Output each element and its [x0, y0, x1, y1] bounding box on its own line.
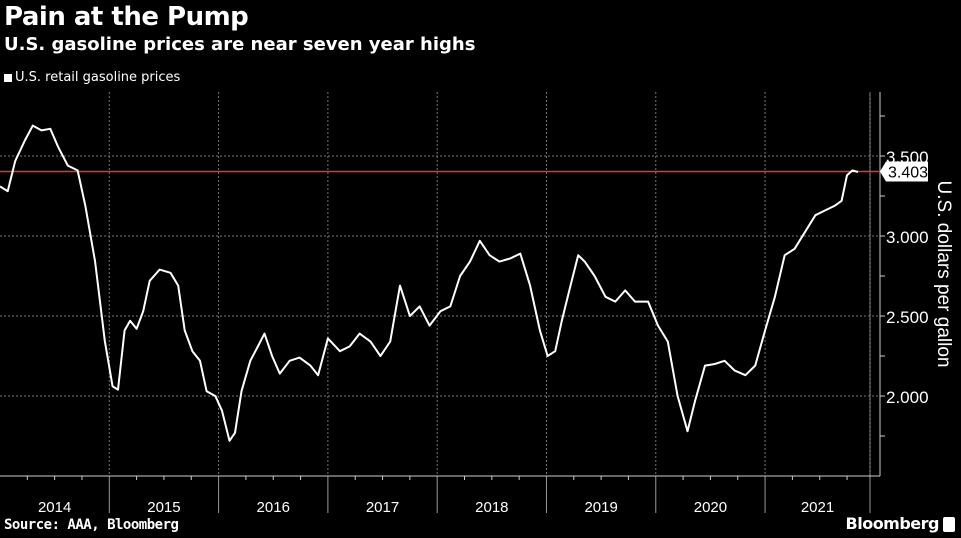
legend: U.S. retail gasoline prices	[4, 70, 180, 85]
x-tick-label: 2016	[257, 499, 290, 516]
y-tick-label: 2.000	[886, 388, 929, 407]
y-axis-label: U.S. dollars per gallon	[933, 181, 954, 368]
bloomberg-terminal-icon	[943, 517, 955, 532]
series-line	[0, 124, 859, 442]
brand-logo: Bloomberg	[845, 514, 940, 533]
y-tick-label: 3.000	[886, 228, 929, 247]
legend-label: U.S. retail gasoline prices	[15, 70, 181, 85]
x-tick-label: 2017	[366, 499, 399, 516]
x-tick-label: 2020	[694, 499, 727, 516]
legend-swatch	[4, 73, 12, 82]
x-tick-label: 2019	[584, 499, 617, 516]
chart-subtitle: U.S. gasoline prices are near seven year…	[4, 34, 476, 55]
value-label: 3.403	[888, 165, 928, 182]
chart-title: Pain at the Pump	[4, 2, 249, 32]
x-tick-label: 2014	[38, 499, 71, 516]
x-tick-label: 2015	[147, 499, 180, 516]
x-tick-label: 2018	[475, 499, 508, 516]
y-tick-label: 2.500	[886, 308, 929, 327]
source-note: Source: AAA, Bloomberg	[4, 517, 179, 533]
value-label-box	[880, 161, 928, 182]
x-tick-label: 2021	[801, 499, 834, 516]
